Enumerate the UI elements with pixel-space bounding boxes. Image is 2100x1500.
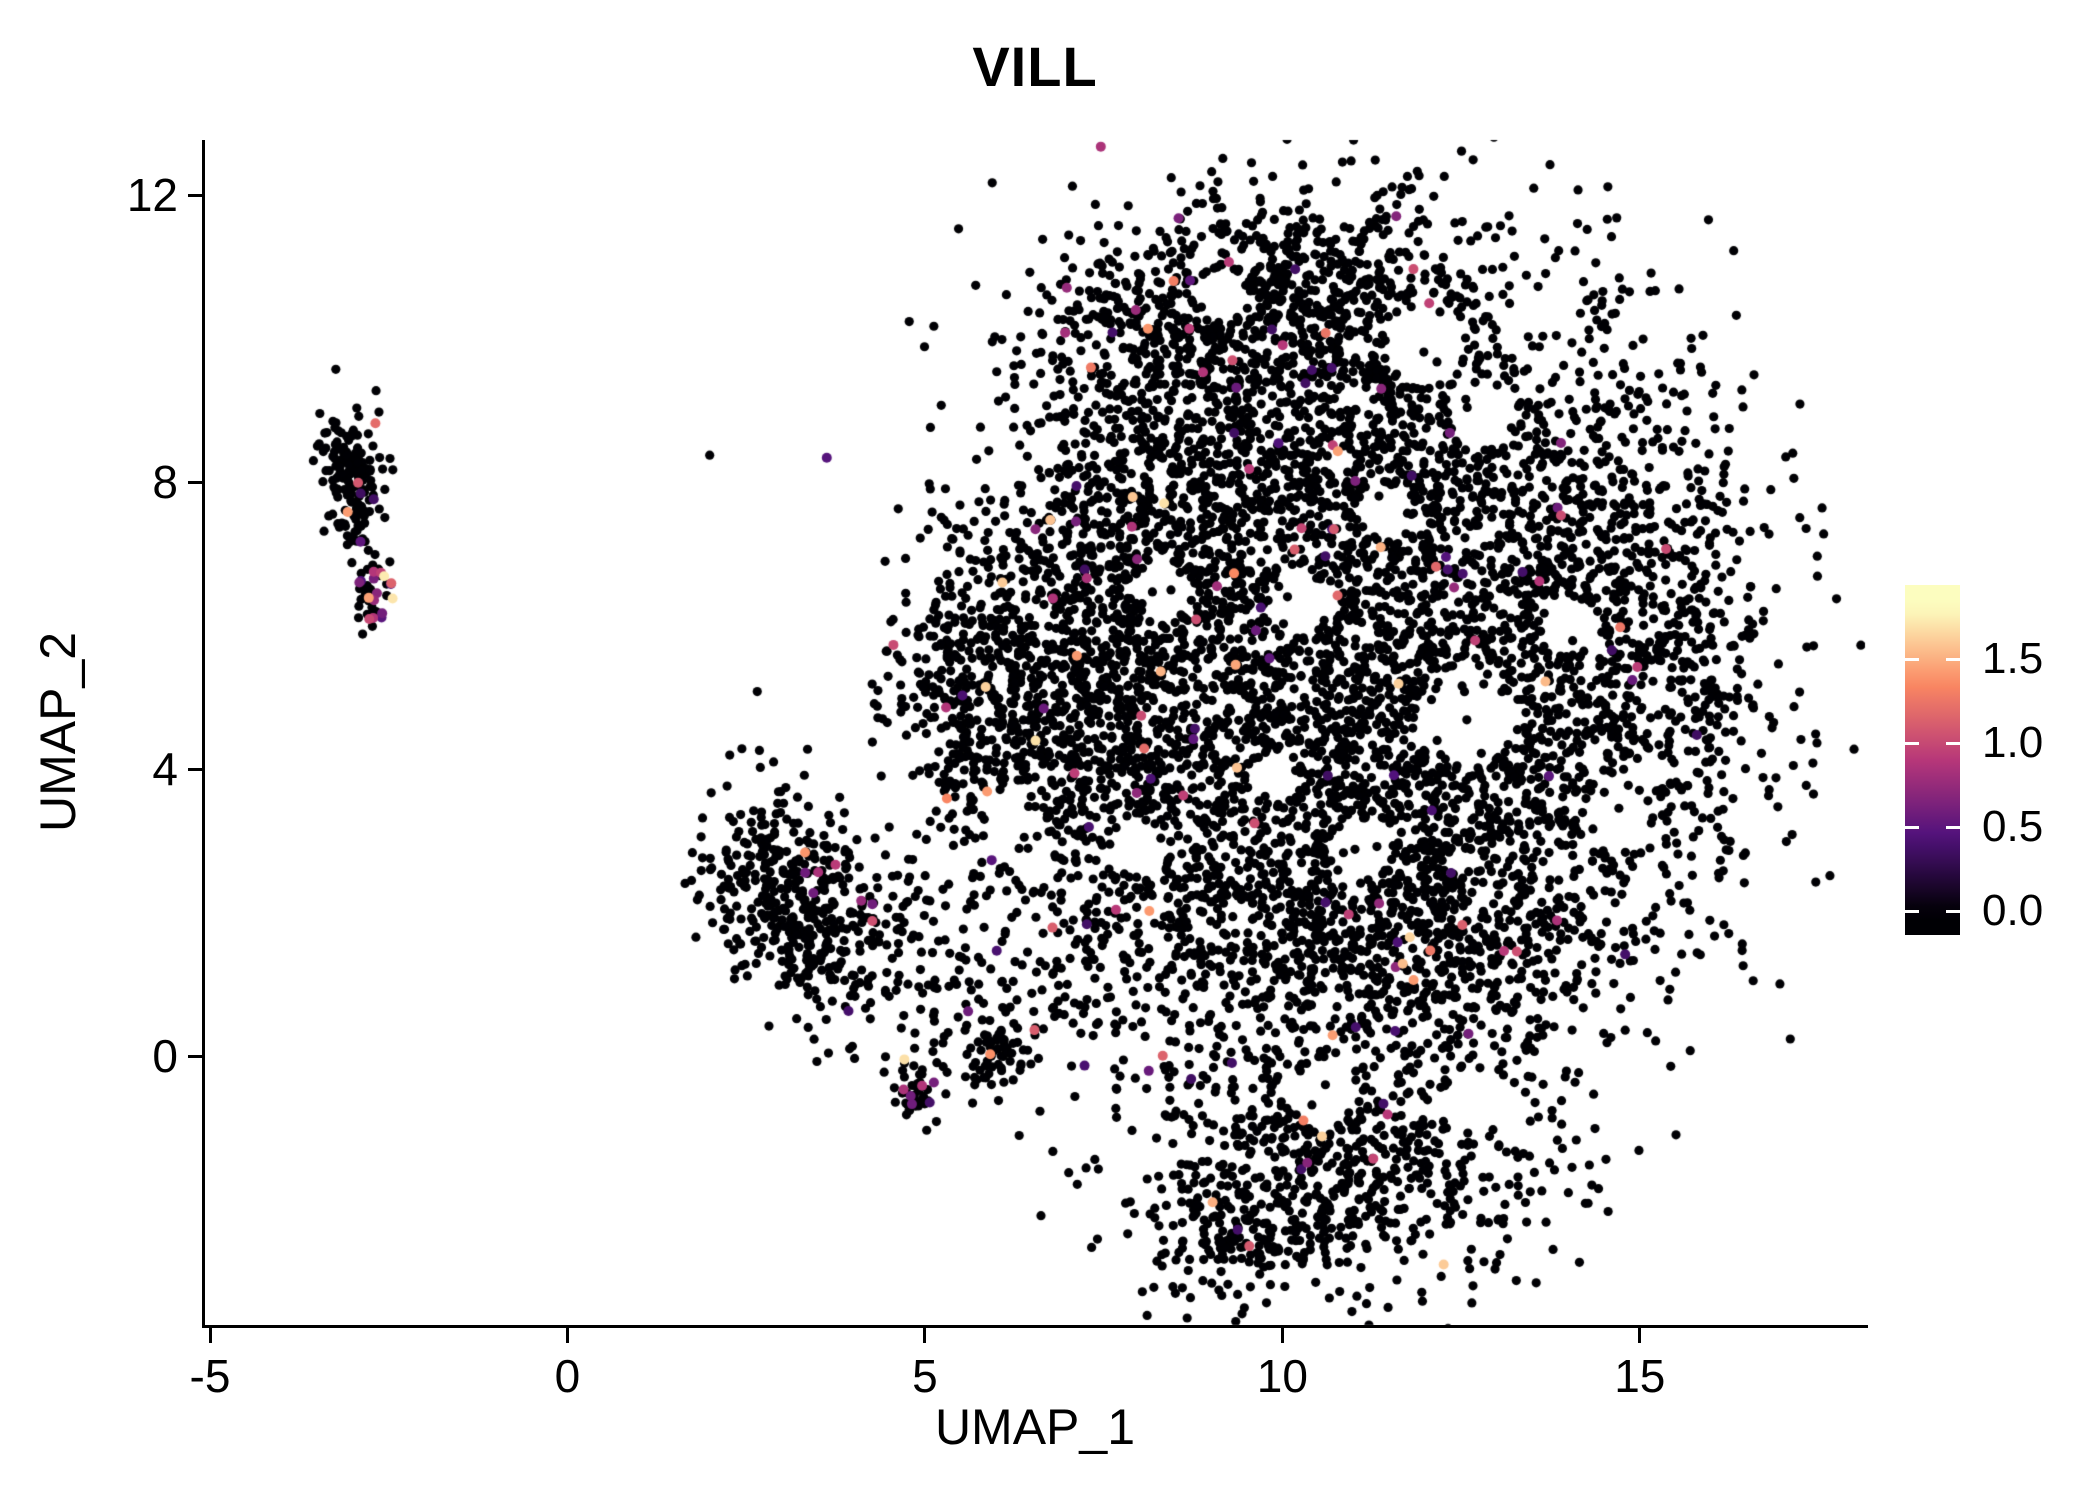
y-tick-mark: [188, 1054, 203, 1058]
colorbar-tick-mark: [1905, 657, 1919, 661]
colorbar-tick-label: 0.5: [1982, 802, 2044, 852]
colorbar-tick-mark: [1946, 909, 1960, 913]
colorbar-tick-label: 0.0: [1982, 886, 2044, 936]
colorbar-tick-mark: [1946, 825, 1960, 829]
x-tick-mark: [1638, 1328, 1642, 1343]
x-tick-mark: [208, 1328, 212, 1343]
colorbar-tick-label: 1.0: [1982, 718, 2044, 768]
colorbar-tick-label: 1.5: [1982, 634, 2044, 684]
x-tick-mark: [1280, 1328, 1284, 1343]
x-tick-label: 5: [912, 1350, 938, 1402]
y-axis-line: [202, 140, 205, 1328]
colorbar-tick-mark: [1905, 909, 1919, 913]
x-tick-label: 0: [554, 1350, 581, 1402]
x-tick-mark: [565, 1328, 569, 1343]
y-axis-label: UMAP_2: [30, 631, 86, 833]
colorbar-tick-mark: [1946, 657, 1960, 661]
x-tick-mark: [923, 1328, 927, 1343]
x-tick-label: 15: [1614, 1350, 1666, 1402]
colorbar-tick-mark: [1905, 825, 1919, 829]
x-tick-label: -5: [189, 1350, 231, 1402]
x-axis-label: UMAP_1: [934, 1399, 1136, 1455]
x-tick-label: 10: [1256, 1350, 1308, 1402]
x-axis-line: [202, 1325, 1868, 1328]
y-tick-mark: [188, 767, 203, 771]
y-tick-label: 8: [152, 456, 178, 509]
colorbar-tick-mark: [1905, 741, 1919, 745]
colorbar-gradient: [1905, 585, 1960, 935]
y-tick-mark: [188, 480, 203, 484]
colorbar-tick-mark: [1946, 741, 1960, 745]
y-tick-mark: [188, 193, 203, 197]
y-tick-label: 4: [152, 743, 178, 796]
y-tick-label: 12: [126, 169, 178, 222]
chart-title: VILL: [972, 35, 1098, 98]
y-tick-label: 0: [152, 1030, 178, 1082]
